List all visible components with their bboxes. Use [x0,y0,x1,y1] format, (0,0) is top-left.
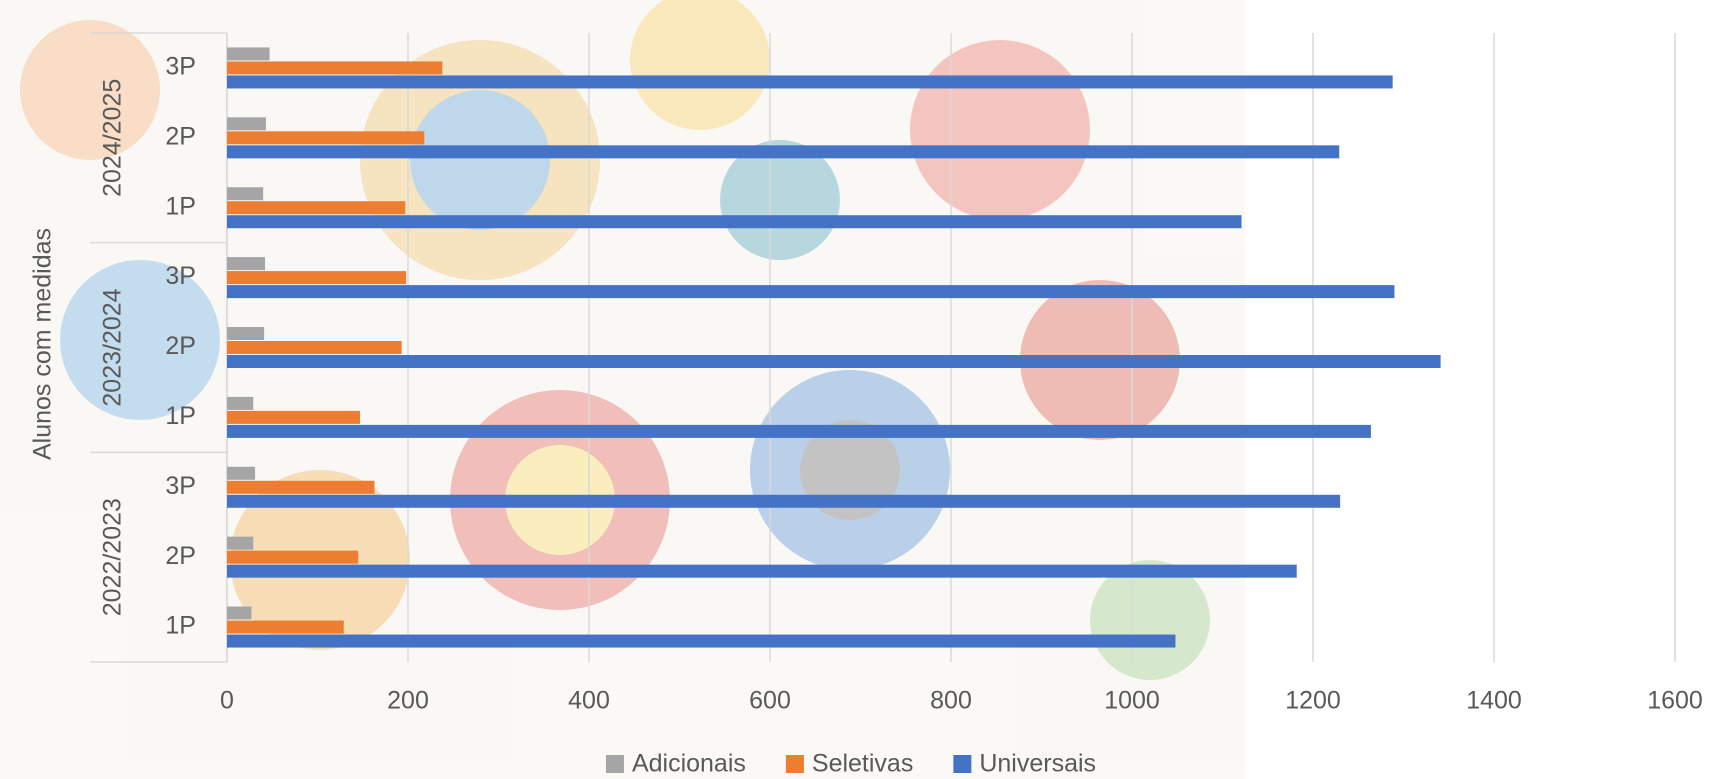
bar [227,341,402,354]
bar [227,47,270,61]
x-tick-label: 1000 [1104,687,1160,715]
y-tick-label: 1P [165,192,196,220]
legend-label: Adicionais [632,750,746,778]
group-label: 2024/2025 [99,79,127,197]
x-tick-label: 1600 [1647,687,1703,715]
bar [227,327,265,340]
bar [227,424,1371,438]
bar [227,620,344,634]
x-tick-label: 200 [387,687,429,715]
bar [227,271,407,285]
y-tick-label: 1P [165,612,196,640]
x-tick-label: 1400 [1466,687,1522,715]
legend-swatch [605,755,624,773]
group-label: 2023/2024 [99,288,127,406]
bar [227,75,1393,89]
bar [227,117,266,131]
group-label: 2022/2023 [99,498,127,616]
x-tick-label: 800 [930,687,972,715]
bar [227,187,264,201]
y-tick-label: 2P [165,122,196,150]
bar [227,355,1441,368]
x-tick-label: 1200 [1285,687,1341,715]
x-tick-label: 600 [749,687,791,715]
bar [227,550,359,564]
y-tick-label: 2P [165,542,196,570]
bar [227,215,1242,229]
bar [227,480,375,494]
bar [227,494,1341,508]
y-tick-label: 1P [165,402,196,430]
bar [227,131,425,145]
legend-label: Universais [979,750,1096,778]
y-axis-title: Alunos com medidas [29,228,57,460]
bar [227,257,266,271]
bar [227,466,256,480]
bar [227,410,361,424]
x-tick-label: 400 [568,687,610,715]
legend-swatch [785,755,804,773]
bar [227,201,406,215]
bar [227,634,1176,648]
y-tick-label: 3P [165,262,196,290]
y-tick-label: 3P [165,53,196,81]
bar [227,536,254,550]
bar [227,61,443,75]
y-tick-label: 3P [165,472,196,500]
x-tick-label: 0 [220,687,234,715]
bar [227,606,252,620]
bar [227,285,1395,299]
legend-label: Seletivas [812,750,913,778]
legend-swatch [953,755,972,773]
bar [227,396,254,410]
bar [227,564,1297,578]
bar [227,145,1340,159]
y-tick-label: 2P [165,332,196,360]
